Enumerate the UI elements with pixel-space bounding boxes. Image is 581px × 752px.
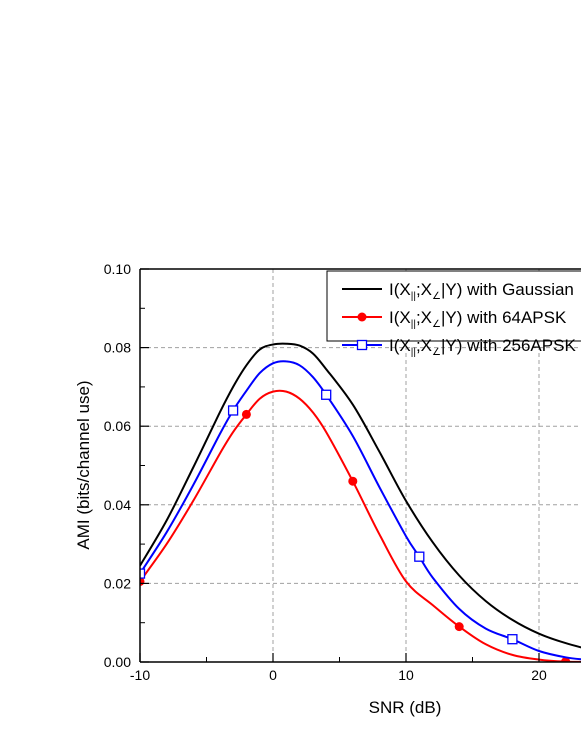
legend-prefix: I(X	[389, 308, 411, 327]
legend-prefix: I(X	[389, 336, 411, 355]
data-point-marker	[227, 405, 239, 416]
legend: I(X||;X∠|Y) with Gaussian I(X||;X∠|Y) wi…	[326, 270, 581, 358]
legend-mid: ;X	[416, 336, 432, 355]
y-axis-label: AMI (bits/channel use)	[74, 380, 93, 549]
legend-entry-256apsk: I(X||;X∠|Y) with 256APSK	[342, 336, 576, 358]
legend-sub2: ∠	[432, 319, 441, 330]
y-tick-label: 0.02	[104, 575, 131, 591]
series-line-0	[140, 342, 581, 649]
x-tick-label: -10	[130, 667, 150, 683]
legend-label-64apsk: I(X||;X∠|Y) with 64APSK	[389, 308, 567, 330]
data-point-marker	[348, 476, 358, 486]
x-axis-label: SNR (dB)	[369, 698, 442, 717]
legend-sub1: ||	[411, 291, 416, 302]
data-point-marker	[241, 409, 251, 419]
legend-label-gaussian: I(X||;X∠|Y) with Gaussian	[389, 280, 574, 302]
series-lines	[140, 342, 581, 662]
x-tick-label: 20	[531, 667, 547, 683]
y-tick-label: 0.08	[104, 340, 131, 356]
legend-entry-64apsk: I(X||;X∠|Y) with 64APSK	[342, 308, 567, 330]
y-tick-label: 0.10	[104, 261, 131, 277]
legend-suffix: |Y) with Gaussian	[441, 280, 574, 299]
legend-suffix: |Y) with 256APSK	[441, 336, 576, 355]
y-tick-label: 0.04	[104, 497, 131, 513]
legend-marker-256apsk	[356, 339, 368, 351]
series-line-1	[140, 389, 581, 662]
x-tick-label: 0	[269, 667, 277, 683]
data-point-marker	[507, 634, 518, 645]
legend-suffix: |Y) with 64APSK	[441, 308, 567, 327]
axis-ticks: -10 0 10 20 0.00 0.02 0.04 0.06 0.08 0.10	[104, 261, 547, 683]
y-tick-label: 0.00	[104, 654, 131, 670]
legend-prefix: I(X	[389, 280, 411, 299]
y-tick-label: 0.06	[104, 418, 131, 434]
series-line-2	[140, 360, 581, 661]
x-tick-label: 10	[398, 667, 414, 683]
data-point-marker	[454, 622, 464, 632]
legend-marker-64apsk	[357, 312, 367, 322]
legend-box	[326, 270, 581, 342]
legend-sub1: ||	[411, 347, 416, 358]
legend-label-256apsk: I(X||;X∠|Y) with 256APSK	[389, 336, 576, 358]
legend-entry-gaussian: I(X||;X∠|Y) with Gaussian	[342, 280, 574, 302]
legend-mid: ;X	[416, 308, 432, 327]
legend-mid: ;X	[416, 280, 432, 299]
data-point-marker	[414, 551, 425, 562]
legend-sub1: ||	[411, 319, 416, 330]
data-point-marker	[140, 568, 146, 579]
legend-sub2: ∠	[432, 347, 441, 358]
legend-sub2: ∠	[432, 291, 441, 302]
data-point-marker	[321, 389, 332, 400]
